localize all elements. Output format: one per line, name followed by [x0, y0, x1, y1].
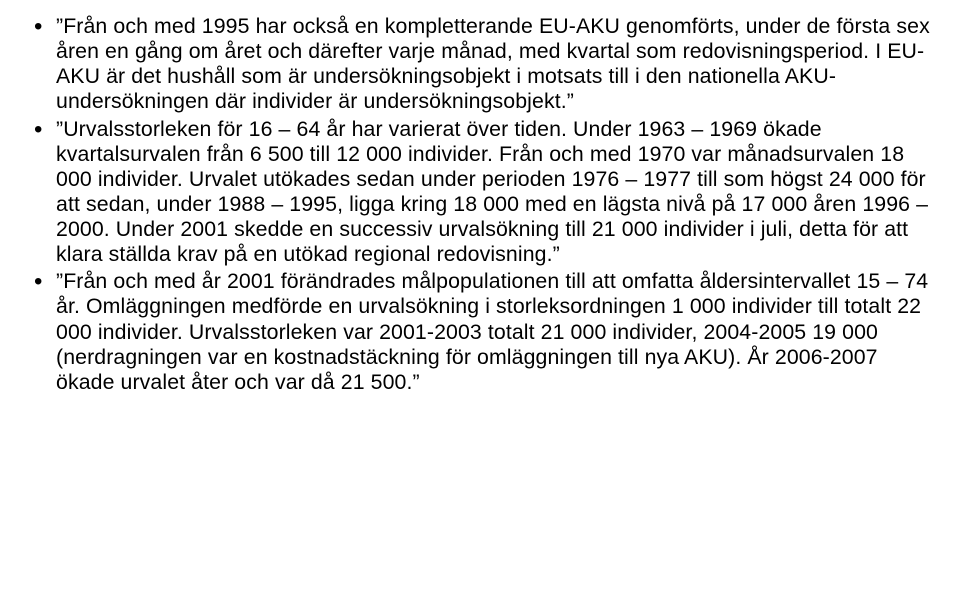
list-item: ”Urvalsstorleken för 16 – 64 år har vari… — [28, 117, 932, 268]
list-item: ”Från och med 1995 har också en komplett… — [28, 14, 932, 115]
bullet-list: ”Från och med 1995 har också en komplett… — [28, 14, 932, 395]
paragraph-text: ”Från och med år 2001 förändrades målpop… — [56, 269, 932, 395]
list-item: ”Från och med år 2001 förändrades målpop… — [28, 269, 932, 395]
paragraph-text: ”Urvalsstorleken för 16 – 64 år har vari… — [56, 117, 932, 268]
document-page: ”Från och med 1995 har också en komplett… — [0, 0, 960, 600]
paragraph-text: ”Från och med 1995 har också en komplett… — [56, 14, 932, 115]
